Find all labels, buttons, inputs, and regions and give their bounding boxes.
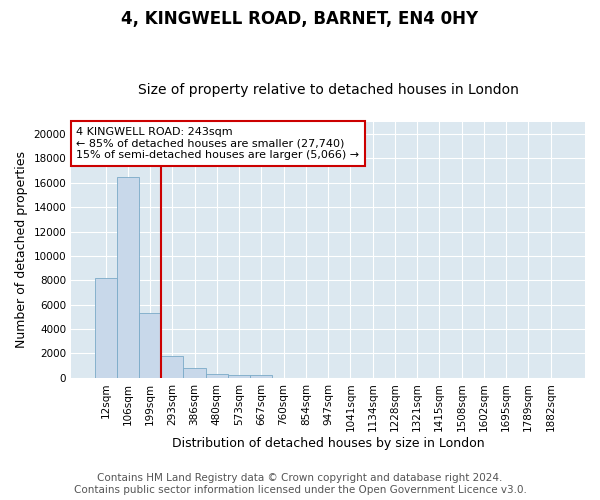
Bar [206, 374, 228, 378]
Bar [95, 278, 117, 378]
Bar [161, 356, 184, 378]
Bar [250, 375, 272, 378]
Bar [117, 176, 139, 378]
Bar [184, 368, 206, 378]
Text: 4, KINGWELL ROAD, BARNET, EN4 0HY: 4, KINGWELL ROAD, BARNET, EN4 0HY [121, 10, 479, 28]
Bar [139, 313, 161, 378]
Title: Size of property relative to detached houses in London: Size of property relative to detached ho… [137, 83, 518, 97]
X-axis label: Distribution of detached houses by size in London: Distribution of detached houses by size … [172, 437, 484, 450]
Bar [228, 375, 250, 378]
Y-axis label: Number of detached properties: Number of detached properties [15, 152, 28, 348]
Text: Contains HM Land Registry data © Crown copyright and database right 2024.
Contai: Contains HM Land Registry data © Crown c… [74, 474, 526, 495]
Text: 4 KINGWELL ROAD: 243sqm
← 85% of detached houses are smaller (27,740)
15% of sem: 4 KINGWELL ROAD: 243sqm ← 85% of detache… [76, 127, 359, 160]
